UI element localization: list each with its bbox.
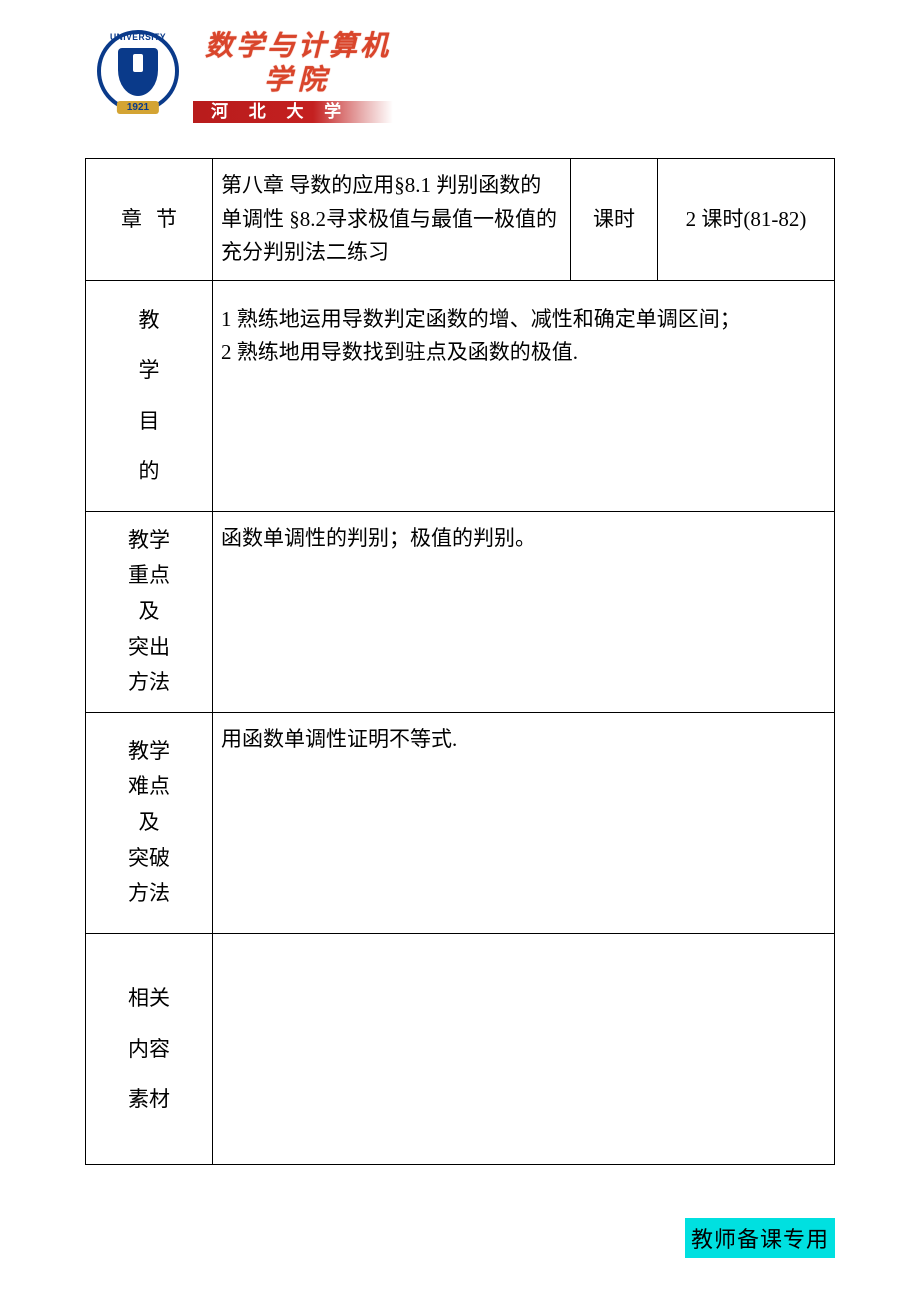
lesson-plan-table: 章节 第八章 导数的应用§8.1 判别函数的单调性 §8.2寻求极值与最值一极值… [85, 158, 835, 1165]
row-objectives: 教 学 目 的 1 熟练地运用导数判定函数的增、减性和确定单调区间； 2 熟练地… [86, 280, 835, 511]
df-l2: 难点 [94, 769, 204, 805]
df-l3: 及 [94, 805, 204, 841]
mat-l1: 相关 [94, 973, 204, 1023]
label-materials: 相关 内容 素材 [86, 933, 213, 1164]
label-keypoints: 教学 重点 及 突出 方法 [86, 511, 213, 712]
obj-char-3: 目 [94, 396, 204, 446]
content-materials [213, 933, 835, 1164]
dept-line1: 数学与计算机 [193, 30, 403, 64]
content-objectives: 1 熟练地运用导数判定函数的增、减性和确定单调区间； 2 熟练地用导数找到驻点及… [213, 280, 835, 511]
kp-l5: 方法 [94, 665, 204, 701]
mat-l2: 内容 [94, 1024, 204, 1074]
university-name-bar: 河 北 大 学 [193, 101, 393, 123]
seal-year: 1921 [117, 101, 159, 114]
dept-line2: 学院 [193, 64, 403, 98]
row-chapter: 章节 第八章 导数的应用§8.1 判别函数的单调性 §8.2寻求极值与最值一极值… [86, 159, 835, 281]
kp-l4: 突出 [94, 630, 204, 666]
objective-line-1: 1 熟练地运用导数判定函数的增、减性和确定单调区间； [221, 303, 826, 337]
label-chapter: 章节 [86, 159, 213, 281]
content-difficulties: 用函数单调性证明不等式. [213, 712, 835, 933]
row-keypoints: 教学 重点 及 突出 方法 函数单调性的判别；极值的判别。 [86, 511, 835, 712]
document-header: UNIVERSITY 1921 数学与计算机 学院 河 北 大 学 [97, 30, 835, 130]
content-chapter: 第八章 导数的应用§8.1 判别函数的单调性 §8.2寻求极值与最值一极值的充分… [213, 159, 571, 281]
objective-line-2: 2 熟练地用导数找到驻点及函数的极值. [221, 336, 826, 370]
kp-l3: 及 [94, 594, 204, 630]
header-titles: 数学与计算机 学院 河 北 大 学 [193, 30, 403, 123]
kp-l1: 教学 [94, 523, 204, 559]
page: UNIVERSITY 1921 数学与计算机 学院 河 北 大 学 章节 第八章… [0, 0, 920, 1300]
shield-icon [118, 48, 158, 96]
row-materials: 相关 内容 素材 [86, 933, 835, 1164]
value-class-hours: 2 课时(81-82) [658, 159, 835, 281]
row-difficulties: 教学 难点 及 突破 方法 用函数单调性证明不等式. [86, 712, 835, 933]
label-objectives: 教 学 目 的 [86, 280, 213, 511]
df-l4: 突破 [94, 841, 204, 877]
df-l5: 方法 [94, 876, 204, 912]
kp-l2: 重点 [94, 558, 204, 594]
footer-tag: 教师备课专用 [685, 1218, 835, 1258]
obj-char-2: 学 [94, 345, 204, 395]
mat-l3: 素材 [94, 1074, 204, 1124]
obj-char-4: 的 [94, 446, 204, 496]
seal-text-top: UNIVERSITY [103, 32, 173, 42]
label-class-hours: 课时 [571, 159, 658, 281]
df-l1: 教学 [94, 734, 204, 770]
department-title: 数学与计算机 学院 [193, 30, 403, 97]
content-keypoints: 函数单调性的判别；极值的判别。 [213, 511, 835, 712]
label-difficulties: 教学 难点 及 突破 方法 [86, 712, 213, 933]
obj-char-1: 教 [94, 295, 204, 345]
university-seal: UNIVERSITY 1921 [97, 30, 183, 130]
label-chapter-text: 章节 [107, 207, 191, 231]
